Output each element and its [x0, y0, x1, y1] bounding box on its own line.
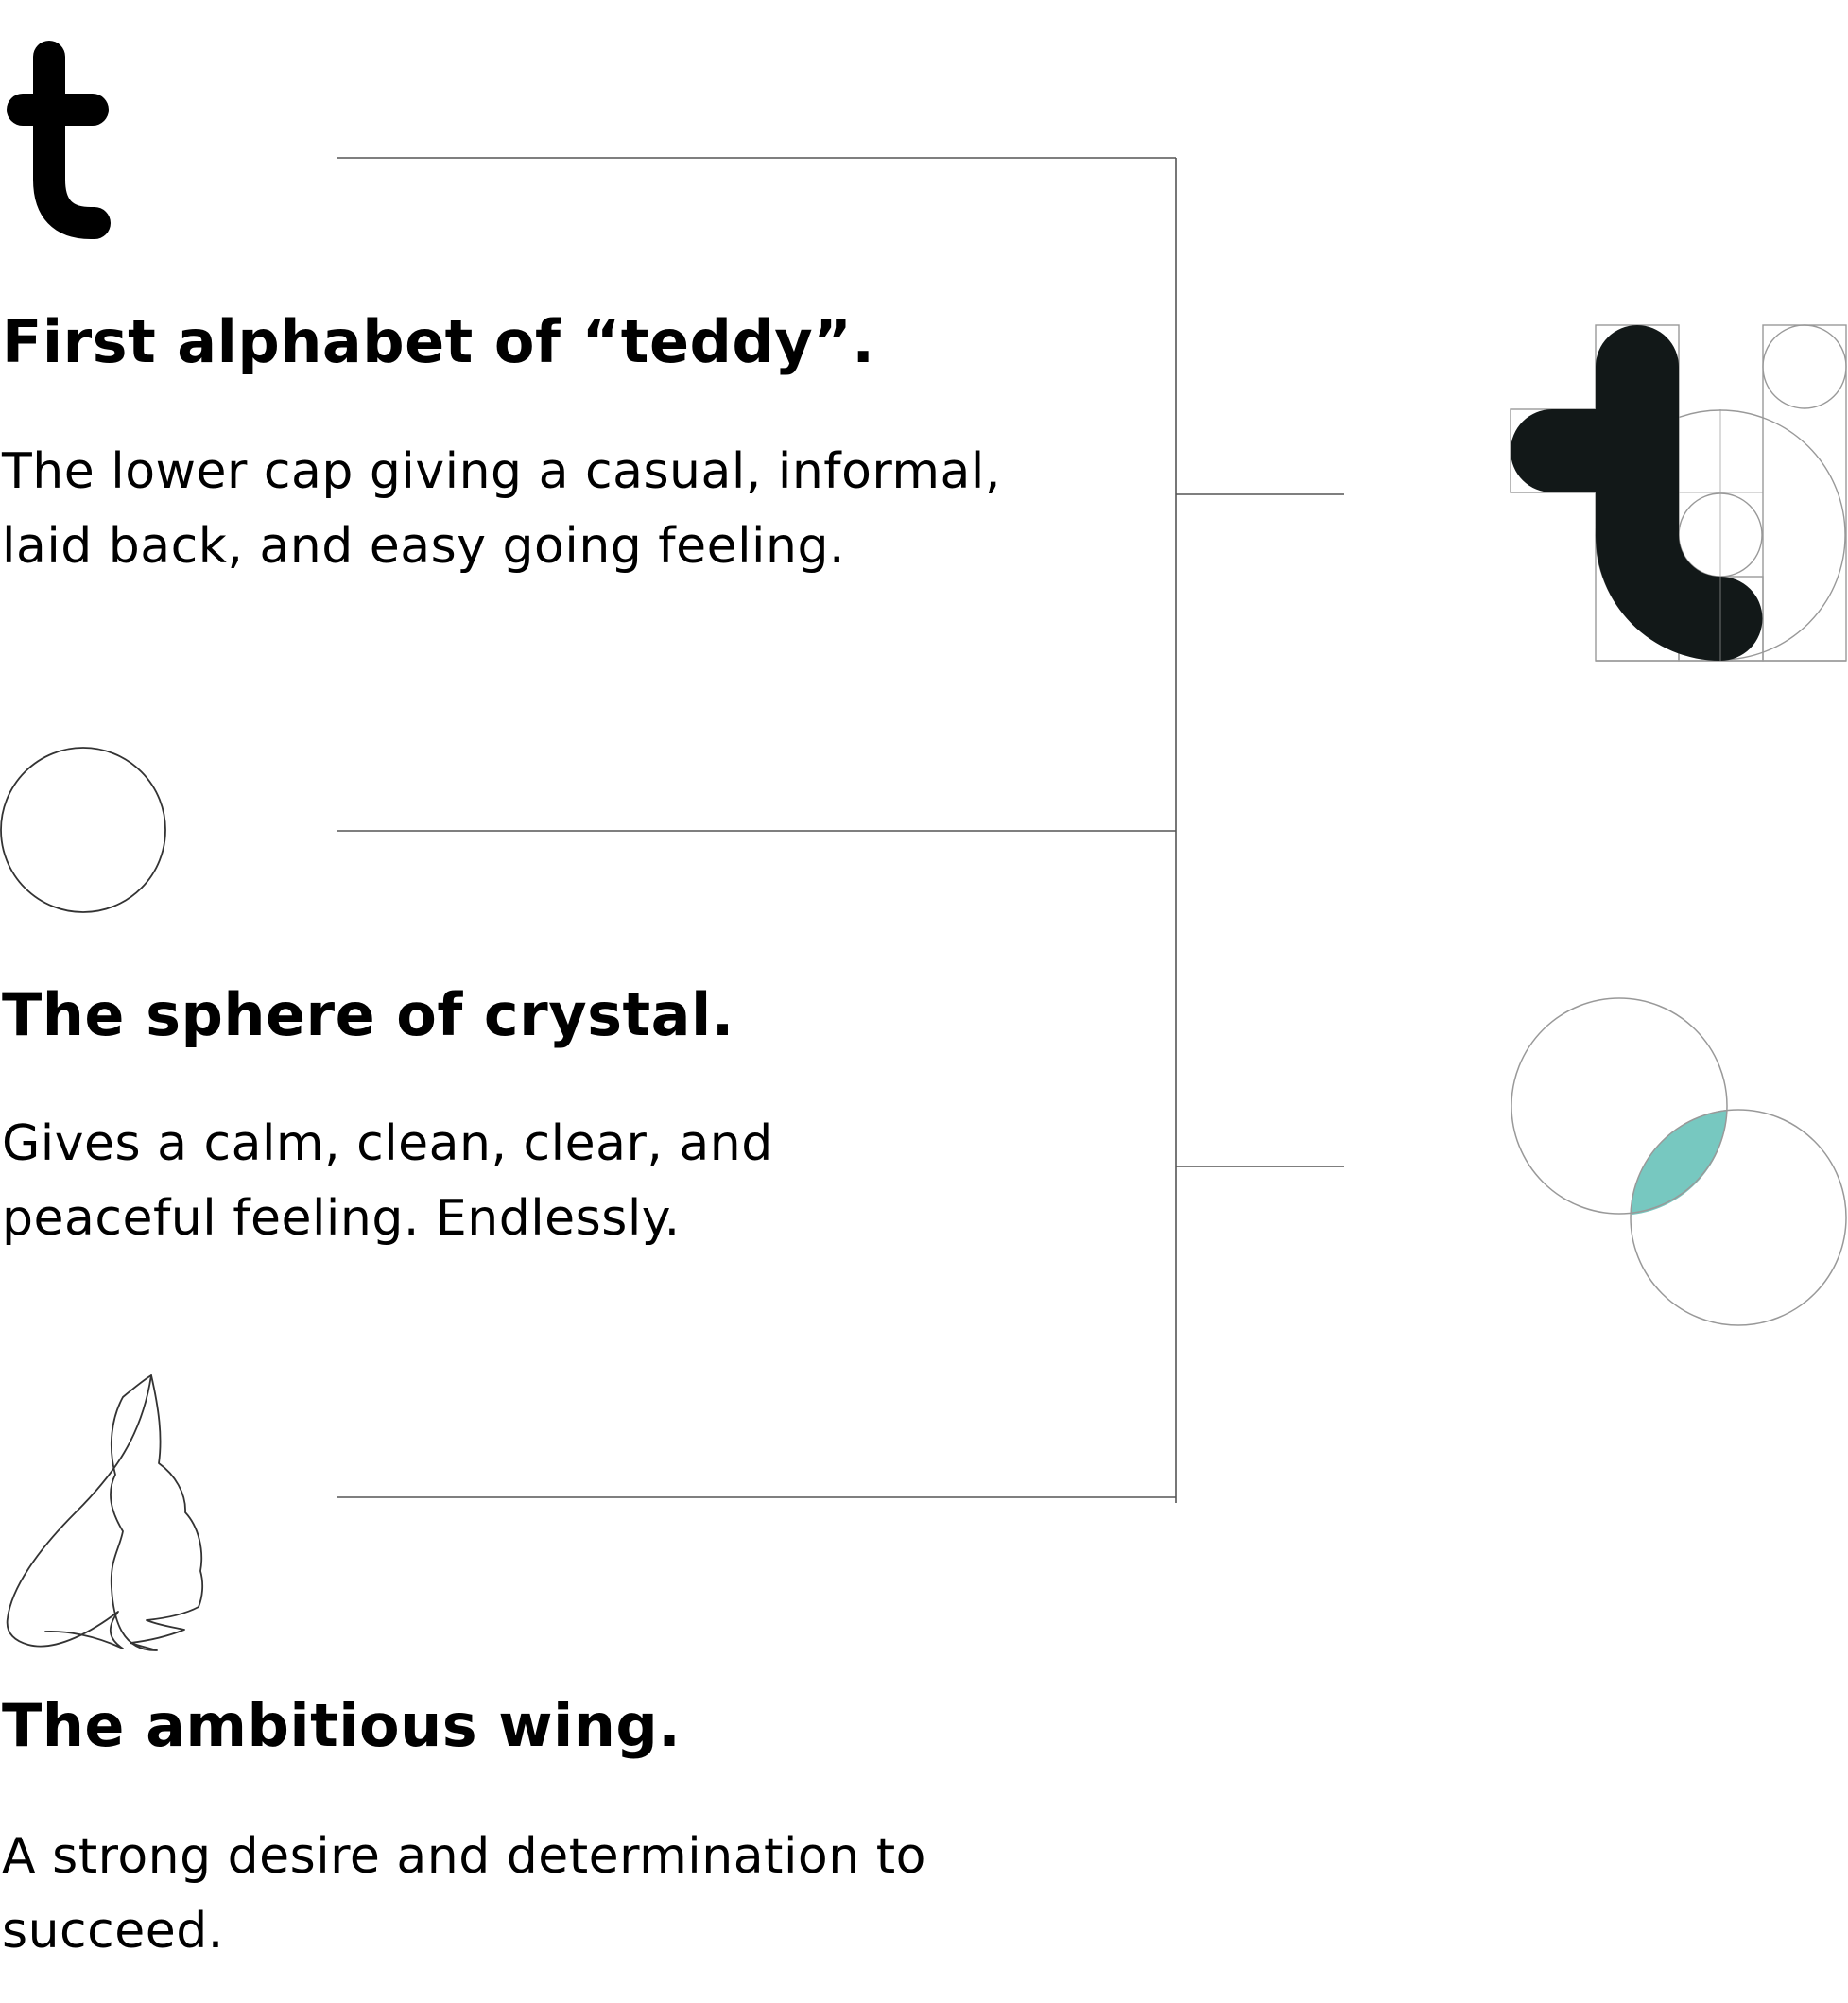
heading-teddy-alphabet: First alphabet of “teddy”. — [2, 307, 875, 376]
circles-lens — [1631, 1110, 1727, 1214]
letter-t-icon — [7, 41, 111, 239]
circle-lower-right — [1630, 1109, 1847, 1326]
circle-upper-left — [1511, 997, 1728, 1215]
heading-ambitious-wing: The ambitious wing. — [2, 1691, 682, 1760]
heading-crystal-sphere: The sphere of crystal. — [2, 980, 734, 1049]
description-teddy-alphabet: The lower cap giving a casual, informal,… — [2, 443, 1001, 575]
t-logo-shape — [1511, 325, 1763, 661]
description-crystal-sphere: Gives a calm, clean, clear, and peaceful… — [2, 1115, 773, 1247]
construction-circle-top-right — [1762, 324, 1847, 409]
description-ambitious-wing: A strong desire and determination to suc… — [2, 1828, 926, 1960]
